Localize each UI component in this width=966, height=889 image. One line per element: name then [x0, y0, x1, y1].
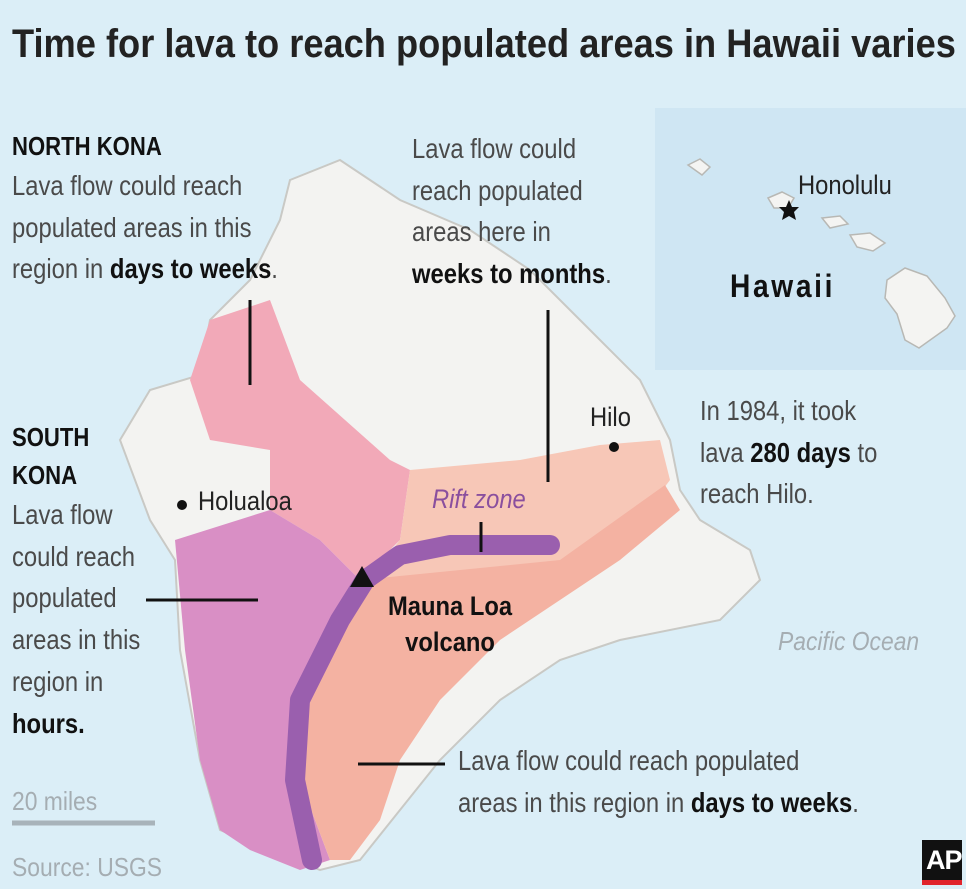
annotation: In 1984, it took lava 280 days to reach Hi…	[700, 390, 877, 515]
text: lava	[700, 436, 751, 468]
rift-zone	[285, 535, 560, 870]
emphasis: weeks to months	[412, 258, 606, 290]
text: areas in this	[12, 624, 141, 656]
annotation-line: populated areas in this	[12, 207, 278, 249]
annotation-heading: KONA	[12, 460, 78, 490]
town-dot	[177, 500, 187, 510]
rift-label: Rift zone	[432, 484, 526, 514]
annotation-line: could reach	[12, 536, 140, 578]
annotation-line: Lava flow could reach	[12, 165, 278, 207]
annotation-heading: NORTH KONA	[12, 131, 162, 161]
annotation-line: region in	[12, 661, 140, 703]
text: .	[605, 258, 612, 290]
logo-box	[922, 840, 962, 880]
annotation: SOUTH KONA Lava flow could reach populated ar…	[12, 418, 140, 744]
annotation-line: hours.	[12, 703, 140, 745]
volcano-line: volcano	[405, 627, 495, 657]
text: Lava flow could reach populated	[458, 745, 800, 776]
emphasis: days to weeks	[109, 253, 272, 285]
ocean-label: Pacific Ocean	[778, 626, 920, 656]
text: Lava flow	[12, 499, 113, 530]
southeast-region	[300, 485, 680, 860]
annotation-line: areas here in	[412, 211, 612, 253]
annotation-line: areas in this region in days to weeks.	[458, 782, 859, 824]
text: reach Hilo.	[700, 478, 814, 510]
text: populated areas in this	[12, 211, 252, 243]
text: Lava flow could	[412, 133, 577, 164]
scale-label: 20 miles	[12, 786, 98, 816]
annotation: NORTH KONA Lava flow could reach populated…	[12, 127, 278, 290]
annotation-line: Lava flow could	[412, 128, 612, 170]
annotation-line: reach Hilo.	[700, 473, 877, 515]
emphasis: hours.	[12, 707, 85, 739]
emphasis: days to weeks	[690, 786, 853, 818]
logo-bar	[922, 880, 962, 885]
annotation-line: Lava flow	[12, 494, 140, 536]
title: Time for lava to reach populated areas i…	[12, 22, 956, 66]
text: reach populated	[412, 174, 583, 206]
annotation-line: lava 280 days to	[700, 432, 877, 474]
logo: AP	[926, 845, 963, 875]
annotation: Lava flow could reach populated areas here…	[412, 128, 612, 295]
text: In 1984, it took	[700, 395, 857, 426]
state-label: Hawaii	[730, 268, 836, 304]
text: region in	[12, 253, 110, 285]
text: populated	[12, 582, 117, 614]
volcano-line: Mauna Loa	[388, 591, 513, 621]
town-dot	[609, 442, 619, 452]
place-label: Holualoa	[198, 486, 292, 516]
emphasis: 280 days	[750, 436, 851, 468]
text: .	[271, 253, 278, 285]
text: .	[852, 786, 859, 818]
inset-islands	[686, 158, 956, 349]
annotation: Lava flow could reach populated areas in …	[458, 740, 859, 823]
text: areas in this region in	[458, 786, 691, 818]
annotation-line: region in days to weeks.	[12, 248, 278, 290]
annotation-line: Lava flow could reach populated	[458, 740, 859, 782]
annotation-line: populated	[12, 577, 140, 619]
place-label: Hilo	[590, 402, 631, 432]
annotation-line: areas in this	[12, 619, 140, 661]
annotation-line: In 1984, it took	[700, 390, 877, 432]
annotation-line: weeks to months.	[412, 253, 612, 295]
text: areas here in	[412, 216, 551, 248]
volcano-marker	[350, 566, 374, 587]
capital-star	[779, 200, 799, 220]
text: region in	[12, 665, 104, 697]
city-label: Honolulu	[798, 170, 892, 200]
text: to	[850, 436, 878, 468]
source: Source: USGS	[12, 852, 163, 882]
north-kona-region	[190, 300, 410, 580]
leader-lines	[146, 300, 550, 766]
volcano-label: Mauna Loa volcano	[388, 588, 512, 660]
text: could reach	[12, 540, 136, 572]
annotation-heading: SOUTH	[12, 422, 90, 452]
annotation-line: reach populated	[412, 170, 612, 212]
text: Lava flow could reach	[12, 170, 243, 201]
